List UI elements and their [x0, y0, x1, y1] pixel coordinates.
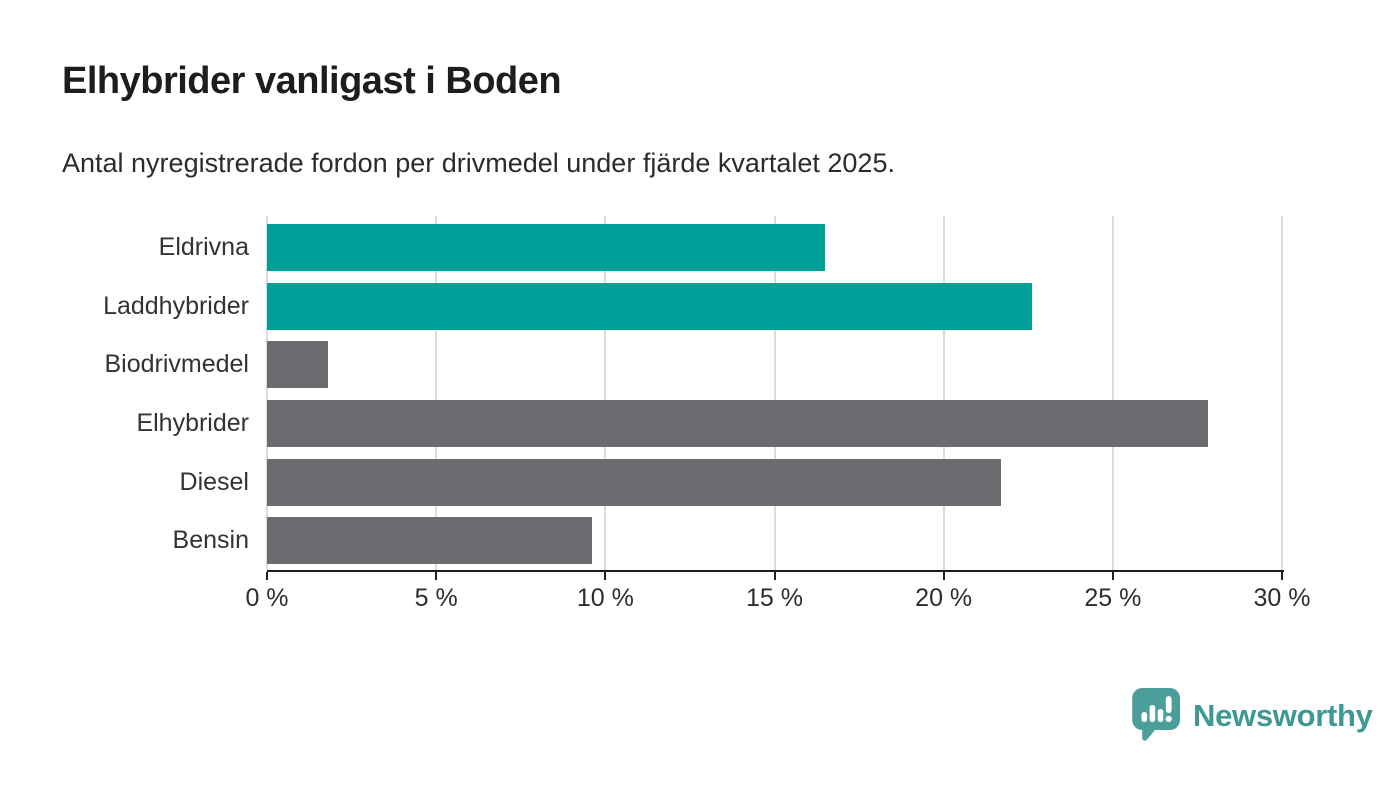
- x-tick-20: [942, 572, 945, 580]
- brand-name: Newsworthy: [1193, 698, 1373, 733]
- bar-row: Laddhybrider: [0, 277, 1282, 336]
- gridline-30: [1281, 216, 1283, 570]
- bar-row: Biodrivmedel: [0, 335, 1282, 394]
- gridlines: [266, 216, 1283, 570]
- bar: [267, 458, 1002, 506]
- gridline-0: [266, 216, 268, 570]
- bar-row: Eldrivna: [0, 218, 1282, 277]
- gridline-20: [942, 216, 945, 570]
- bar: [267, 223, 826, 271]
- bar-row: Diesel: [0, 453, 1282, 512]
- bar-row: Elhybrider: [0, 394, 1282, 453]
- x-tick-label-10: 10 %: [576, 584, 634, 612]
- x-axis-line: [267, 570, 1284, 572]
- x-tick-label-0: 0 %: [245, 584, 289, 612]
- x-axis-ticks: [266, 572, 1283, 580]
- bar-track: [267, 399, 1282, 447]
- x-tick-5: [435, 572, 438, 580]
- x-tick-10: [604, 572, 607, 580]
- bar: [267, 399, 1208, 447]
- bar-track: [267, 223, 1282, 271]
- chart-subtitle: Antal nyregistrerade fordon per drivmede…: [62, 148, 895, 178]
- x-tick-label-5: 5 %: [414, 584, 458, 612]
- bar-track: [267, 341, 1282, 389]
- bar-rows: Eldrivna Laddhybrider Biodrivmedel Elhybrid…: [0, 218, 1282, 570]
- x-tick-0: [266, 572, 268, 580]
- category-label: Diesel: [179, 467, 249, 496]
- bar: [267, 517, 592, 565]
- newsworthy-logo-icon: [1132, 688, 1180, 741]
- chart-title: Elhybrider vanligast i Boden: [62, 60, 562, 102]
- category-label: Eldrivna: [158, 232, 249, 261]
- category-label: Biodrivmedel: [104, 350, 249, 379]
- bar-track: [267, 282, 1282, 330]
- category-label: Laddhybrider: [103, 291, 249, 320]
- category-label: Bensin: [172, 526, 249, 555]
- x-axis-tick-labels: 0 % 5 % 10 % 15 % 20 % 25 % 30 %: [245, 584, 1310, 616]
- gridline-15: [773, 216, 776, 570]
- plot-area: Eldrivna Laddhybrider Biodrivmedel Elhybrid…: [0, 216, 1283, 570]
- x-tick-label-20: 20 %: [915, 584, 973, 612]
- gridline-10: [604, 216, 607, 570]
- bar-track: [267, 517, 1282, 565]
- bar-row: Bensin: [0, 511, 1282, 570]
- category-label: Elhybrider: [136, 408, 249, 437]
- gridline-25: [1111, 216, 1114, 570]
- x-tick-label-30: 30 %: [1253, 584, 1311, 612]
- x-tick-15: [773, 572, 776, 580]
- x-tick-label-15: 15 %: [746, 584, 803, 612]
- gridline-5: [435, 216, 438, 570]
- bar-track: [267, 458, 1282, 506]
- x-tick-25: [1111, 572, 1114, 580]
- brand-logo: Newsworthy: [1132, 687, 1373, 745]
- bar: [267, 282, 1032, 330]
- bar: [267, 341, 328, 389]
- x-tick-label-25: 25 %: [1084, 584, 1142, 612]
- x-tick-30: [1281, 572, 1283, 580]
